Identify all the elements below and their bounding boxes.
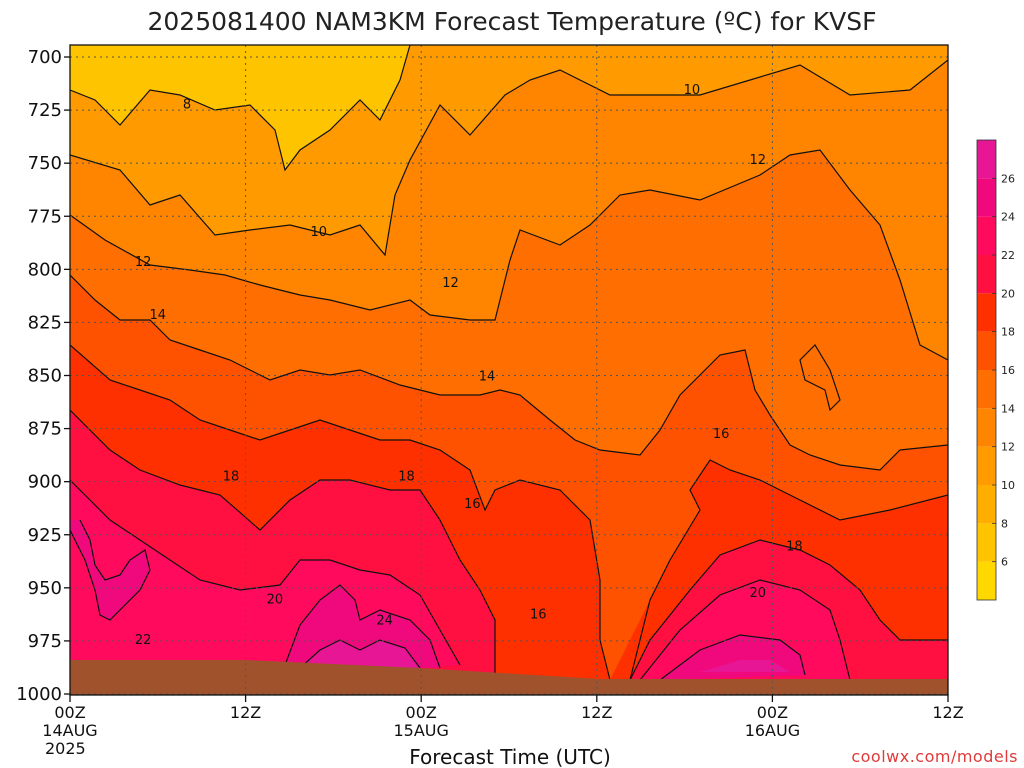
contour-label-14-6: 14 bbox=[150, 308, 167, 323]
chart-title: 2025081400 NAM3KM Forecast Temperature (… bbox=[148, 7, 877, 36]
y-tick-label-900: 900 bbox=[28, 472, 62, 493]
temperature-field bbox=[70, 45, 948, 695]
band-6-8 bbox=[70, 45, 410, 170]
colorbar-swatch-24-26 bbox=[977, 178, 996, 217]
contour-label-18-12: 18 bbox=[398, 469, 415, 484]
y-tick-label-800: 800 bbox=[28, 259, 62, 280]
colorbar-swatch-10-12 bbox=[977, 446, 996, 485]
colorbar-swatch-12-14 bbox=[977, 408, 996, 447]
y-tick-label-950: 950 bbox=[28, 578, 62, 599]
colorbar-swatch-6-8 bbox=[977, 523, 996, 562]
y-tick-label-725: 725 bbox=[28, 100, 62, 121]
contour-label-24-17: 24 bbox=[376, 614, 393, 629]
colorbar-swatch-4-6 bbox=[977, 561, 996, 600]
x-tick-label-h12-0: 12Z bbox=[230, 703, 261, 722]
contour-label-16-9: 16 bbox=[530, 607, 547, 622]
contour-label-10-2: 10 bbox=[684, 83, 701, 98]
contour-label-14-7: 14 bbox=[479, 370, 496, 385]
colorbar-swatch-26-28 bbox=[977, 140, 996, 179]
colorbar-label-6: 6 bbox=[1001, 556, 1008, 569]
colorbar-label-20: 20 bbox=[1001, 287, 1015, 300]
colorbar-label-18: 18 bbox=[1001, 326, 1015, 339]
contour-lines bbox=[70, 45, 948, 681]
colorbar-label-14: 14 bbox=[1001, 402, 1015, 415]
y-tick-label-925: 925 bbox=[28, 525, 62, 546]
contour-20-east bbox=[639, 579, 851, 681]
colorbar-swatch-18-20 bbox=[977, 293, 996, 332]
contour-24 bbox=[299, 639, 421, 669]
y-tick-label-775: 775 bbox=[28, 206, 62, 227]
y-tick-label-1000: 1000 bbox=[16, 684, 62, 705]
contour-14 bbox=[70, 274, 948, 471]
y-axis: 700 725 750 775 800 825 850 875 900 925 950 975 1000 bbox=[16, 47, 70, 705]
contour-22 bbox=[70, 519, 151, 621]
contour-18-east bbox=[629, 539, 948, 681]
x-tick-label-h24-0: 00Z bbox=[406, 703, 437, 722]
colorbar-swatch-8-10 bbox=[977, 485, 996, 524]
contour-22-mid bbox=[284, 584, 441, 669]
contour-label-12-5: 12 bbox=[749, 153, 766, 168]
contour-8 bbox=[70, 45, 411, 172]
contour-label-20-14: 20 bbox=[267, 592, 284, 607]
x-tick-label-h0-0: 00Z bbox=[54, 703, 85, 722]
ground-fill bbox=[70, 660, 948, 695]
contour-label-10-1: 10 bbox=[310, 225, 327, 240]
y-tick-label-700: 700 bbox=[28, 47, 62, 68]
x-tick-label-h48-0: 00Z bbox=[757, 703, 788, 722]
x-tick-label-h24-1: 15AUG bbox=[393, 721, 448, 740]
contour-label-22-16: 22 bbox=[135, 633, 152, 648]
contour-label-12-4: 12 bbox=[442, 276, 459, 291]
colorbar-label-24: 24 bbox=[1001, 211, 1015, 224]
colorbar-label-8: 8 bbox=[1001, 517, 1008, 530]
colorbar-label-16: 16 bbox=[1001, 364, 1015, 377]
contour-16 bbox=[70, 344, 611, 681]
contour-20 bbox=[70, 479, 461, 666]
contour-10 bbox=[70, 59, 948, 257]
contour-18 bbox=[70, 409, 496, 680]
contour-labels: 8 10 10 12 12 12 14 14 16 16 16 18 18 18 20 20 22 24 bbox=[135, 83, 803, 648]
colorbar-swatch-16-18 bbox=[977, 331, 996, 370]
colorbar-label-12: 12 bbox=[1001, 441, 1015, 454]
x-tick-label-h36-0: 12Z bbox=[581, 703, 612, 722]
x-tick-label-h60-0: 12Z bbox=[932, 703, 963, 722]
band-20-22 bbox=[70, 480, 850, 680]
contour-label-20-15: 20 bbox=[749, 586, 766, 601]
colorbar-label-10: 10 bbox=[1001, 479, 1015, 492]
plot-frame bbox=[69, 44, 949, 696]
x-tick-label-h48-1: 16AUG bbox=[745, 721, 800, 740]
contour-label-18-11: 18 bbox=[223, 469, 240, 484]
contour-label-12-3: 12 bbox=[135, 255, 152, 270]
y-tick-label-975: 975 bbox=[28, 631, 62, 652]
y-tick-label-850: 850 bbox=[28, 366, 62, 387]
contour-label-16-10: 16 bbox=[713, 427, 730, 442]
x-tick-label-h0-2: 2025 bbox=[45, 739, 86, 758]
credit-text[interactable]: coolwx.com/models bbox=[851, 747, 1018, 766]
contour-label-18-13: 18 bbox=[786, 539, 803, 554]
contour-12 bbox=[70, 149, 948, 361]
y-tick-label-875: 875 bbox=[28, 419, 62, 440]
x-tick-label-h0-1: 14AUG bbox=[42, 721, 97, 740]
colorbar-swatch-20-22 bbox=[977, 255, 996, 294]
y-tick-label-750: 750 bbox=[28, 153, 62, 174]
y-tick-label-825: 825 bbox=[28, 312, 62, 333]
x-axis-label: Forecast Time (UTC) bbox=[409, 745, 611, 768]
colorbar: 6 8 10 12 14 16 18 20 22 24 26 bbox=[976, 139, 1015, 601]
contour-16-east bbox=[629, 459, 948, 681]
colorbar-swatch-22-24 bbox=[977, 216, 996, 255]
colorbar-label-26: 26 bbox=[1001, 172, 1015, 185]
band-24-26 bbox=[300, 640, 790, 672]
colorbar-swatch-14-16 bbox=[977, 370, 996, 409]
contour-label-16-8: 16 bbox=[464, 497, 481, 512]
contour-14-island bbox=[799, 344, 841, 412]
contour-label-8-0: 8 bbox=[183, 98, 191, 113]
contour-22-east bbox=[659, 634, 806, 681]
colorbar-label-22: 22 bbox=[1001, 249, 1015, 262]
